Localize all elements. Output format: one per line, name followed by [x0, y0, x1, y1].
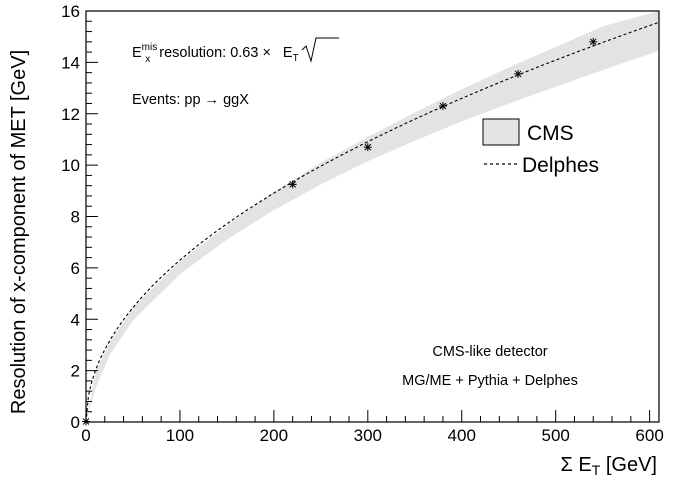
- data-point: [589, 37, 598, 46]
- x-tick-label: 100: [166, 426, 194, 445]
- y-axis-title: Resolution of x-component of MET [GeV]: [8, 50, 30, 414]
- legend: CMS Delphes: [482, 118, 599, 177]
- delphes-curve: [85, 21, 660, 423]
- legend-label-cms: CMS: [527, 122, 574, 145]
- y-tick-label: 12: [61, 105, 80, 124]
- y-tick-label: 14: [61, 53, 80, 72]
- x-tick-label: 200: [260, 426, 288, 445]
- x-tick-label: 400: [448, 426, 476, 445]
- legend-swatch-cms: [482, 118, 520, 146]
- x-tick-label: 600: [635, 426, 663, 445]
- y-tick-label: 4: [71, 310, 80, 329]
- y-tick-label: 16: [61, 2, 80, 21]
- generator-annotation: MG/ME + Pythia + Delphes: [402, 373, 578, 389]
- x-tick-label: 500: [541, 426, 569, 445]
- x-tick-label: 0: [81, 426, 90, 445]
- detector-annotation: CMS-like detector: [432, 344, 547, 360]
- y-tick-label: 0: [71, 413, 80, 432]
- cms-band: [86, 11, 659, 422]
- x-axis-title: Σ ET [GeV]: [560, 454, 657, 478]
- marker-layer: [82, 37, 598, 426]
- data-point: [288, 180, 297, 189]
- events-annotation: Events: pp → ggX: [132, 92, 249, 108]
- data-point: [514, 69, 523, 78]
- y-tick-label: 8: [71, 208, 80, 227]
- tick-label-layer: 0 100 200 300 400 500 600 0 2 4 6 8 10 12 14 16: [61, 2, 664, 445]
- y-tick-label: 10: [61, 156, 80, 175]
- data-point: [363, 143, 372, 152]
- y-tick-label: 6: [71, 259, 80, 278]
- y-tick-label: 2: [71, 362, 80, 381]
- formula-annotation: Emis x resolution: 0.63 × ET: [132, 42, 299, 65]
- tick-layer: [85, 10, 651, 423]
- cms-band-layer: [86, 11, 659, 422]
- sqrt-symbol: [301, 37, 339, 63]
- x-tick-label: 300: [354, 426, 382, 445]
- delphes-line-layer: [85, 21, 660, 423]
- legend-label-delphes: Delphes: [522, 154, 599, 177]
- data-point: [438, 102, 447, 111]
